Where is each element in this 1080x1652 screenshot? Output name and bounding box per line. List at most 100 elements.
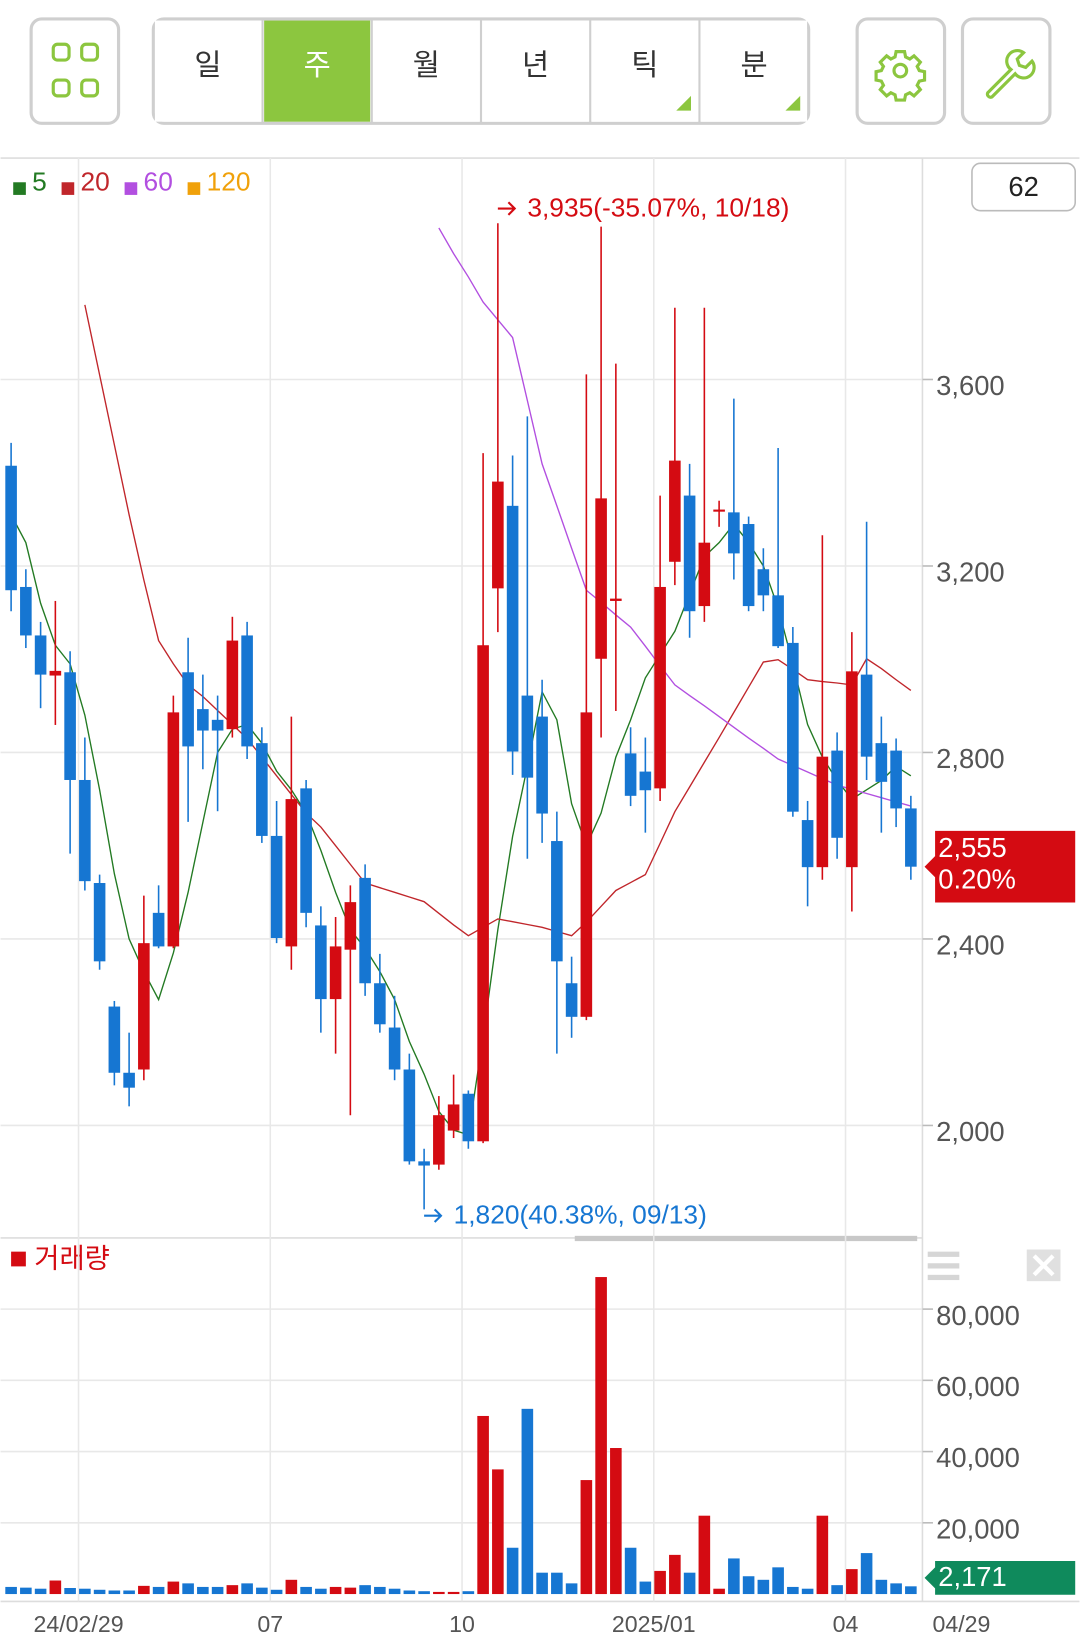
candle-body	[772, 595, 784, 647]
candle-body	[226, 640, 239, 730]
y-tick-label: 3,600	[936, 370, 1005, 401]
current-volume: 2,171	[938, 1561, 1007, 1592]
tab[interactable]	[701, 20, 808, 122]
volume-bar	[241, 1583, 253, 1595]
volume-bar	[388, 1588, 401, 1595]
volume-bar	[182, 1583, 194, 1595]
volume-bar	[211, 1586, 224, 1595]
candle-body	[418, 1161, 430, 1166]
volume-bar	[492, 1469, 504, 1595]
volume-bar	[79, 1588, 91, 1595]
volume-bar	[683, 1572, 696, 1595]
volume-bar	[344, 1587, 357, 1595]
volume-bar	[565, 1583, 578, 1595]
volume-bar	[757, 1579, 770, 1595]
annotation: 1,820(40.38%, 09/13)	[454, 1200, 707, 1230]
volume-bar	[624, 1547, 637, 1595]
candle-body	[492, 481, 504, 589]
candle-body	[905, 808, 917, 867]
volume-bar	[875, 1579, 888, 1595]
candle-body	[5, 465, 17, 591]
volume-tick-label: 40,000	[936, 1442, 1020, 1473]
volume-bar	[138, 1585, 150, 1595]
volume-bar	[93, 1589, 106, 1595]
candle-body	[241, 635, 253, 747]
candle-body	[698, 542, 711, 607]
candle-body	[551, 841, 563, 962]
candle-body	[433, 1115, 445, 1165]
dropdown-marker	[785, 95, 801, 111]
candle-body	[742, 524, 755, 607]
x-tick-label: 07	[257, 1611, 283, 1637]
volume-bar	[654, 1570, 666, 1595]
legend-label: 5	[32, 166, 47, 196]
volume-bar	[167, 1581, 180, 1595]
volume-bar	[34, 1588, 47, 1595]
candle-body	[152, 912, 165, 947]
tools-button[interactable]	[960, 17, 1052, 125]
candle-body	[801, 820, 814, 868]
volume-tick-label: 20,000	[936, 1513, 1020, 1544]
candle-body	[374, 983, 386, 1025]
settings-button[interactable]	[855, 17, 947, 125]
candle-body	[197, 709, 209, 731]
volume-bar	[433, 1591, 445, 1595]
candle-body	[875, 743, 888, 782]
volume-bar	[728, 1558, 740, 1595]
y-tick-label: 2,000	[936, 1116, 1005, 1147]
volume-bar	[860, 1553, 873, 1595]
legend-swatch	[13, 182, 26, 195]
legend-swatch	[187, 182, 201, 195]
volume-bar	[742, 1576, 755, 1595]
panel-menu-icon[interactable]	[927, 1251, 960, 1281]
volume-tick-label: 60,000	[936, 1371, 1020, 1402]
moving-average-line	[84, 304, 912, 937]
candle-body	[329, 946, 342, 1000]
wrench-icon	[985, 49, 1036, 99]
candle-body	[713, 509, 725, 512]
candle-body	[580, 712, 593, 1017]
tab[interactable]	[154, 20, 261, 122]
scrollbar[interactable]	[574, 1235, 918, 1242]
candle-body	[256, 743, 268, 836]
volume-bar	[64, 1587, 76, 1595]
tab-label: 틱	[631, 49, 658, 82]
x-tick-label: 24/02/29	[33, 1611, 123, 1637]
legend-label: 60	[144, 166, 173, 196]
volume-bar	[359, 1585, 371, 1595]
candle-body	[300, 788, 312, 913]
tab[interactable]	[373, 20, 480, 122]
candle-body	[447, 1104, 460, 1131]
close-x	[1032, 1254, 1055, 1277]
candle-body	[34, 635, 47, 675]
tab-label: 년	[522, 49, 549, 82]
tab-label: 일	[194, 49, 221, 82]
volume-bar	[816, 1515, 829, 1595]
count-label: 62	[1008, 171, 1038, 202]
candle-body	[403, 1069, 416, 1162]
tab-label: 월	[413, 49, 440, 82]
candle-body	[462, 1093, 475, 1142]
candle-body	[93, 883, 106, 962]
moving-average-line	[10, 514, 912, 1136]
candle-body	[344, 902, 357, 950]
menu-icon	[51, 42, 100, 98]
tab-label: 분	[740, 49, 767, 82]
candle-body	[816, 756, 829, 868]
candle-body	[79, 779, 91, 882]
count-box[interactable]	[971, 162, 1077, 212]
menu-button[interactable]	[29, 17, 121, 125]
annotation-arrow	[497, 201, 517, 216]
volume-bar	[418, 1591, 430, 1595]
tab[interactable]	[591, 20, 698, 122]
candle-body	[315, 925, 327, 1000]
tab[interactable]	[264, 20, 371, 122]
legend-swatch	[124, 182, 138, 195]
volume-bar	[787, 1586, 799, 1595]
volume-bar	[831, 1585, 843, 1595]
plot: 24/02/29 07 10 2025/01 04 04/29 2,000 2,400 2,80…	[0, 158, 1076, 1637]
annotation-arrow	[424, 1208, 443, 1223]
volume-bar	[772, 1567, 784, 1595]
tab[interactable]	[482, 20, 589, 122]
